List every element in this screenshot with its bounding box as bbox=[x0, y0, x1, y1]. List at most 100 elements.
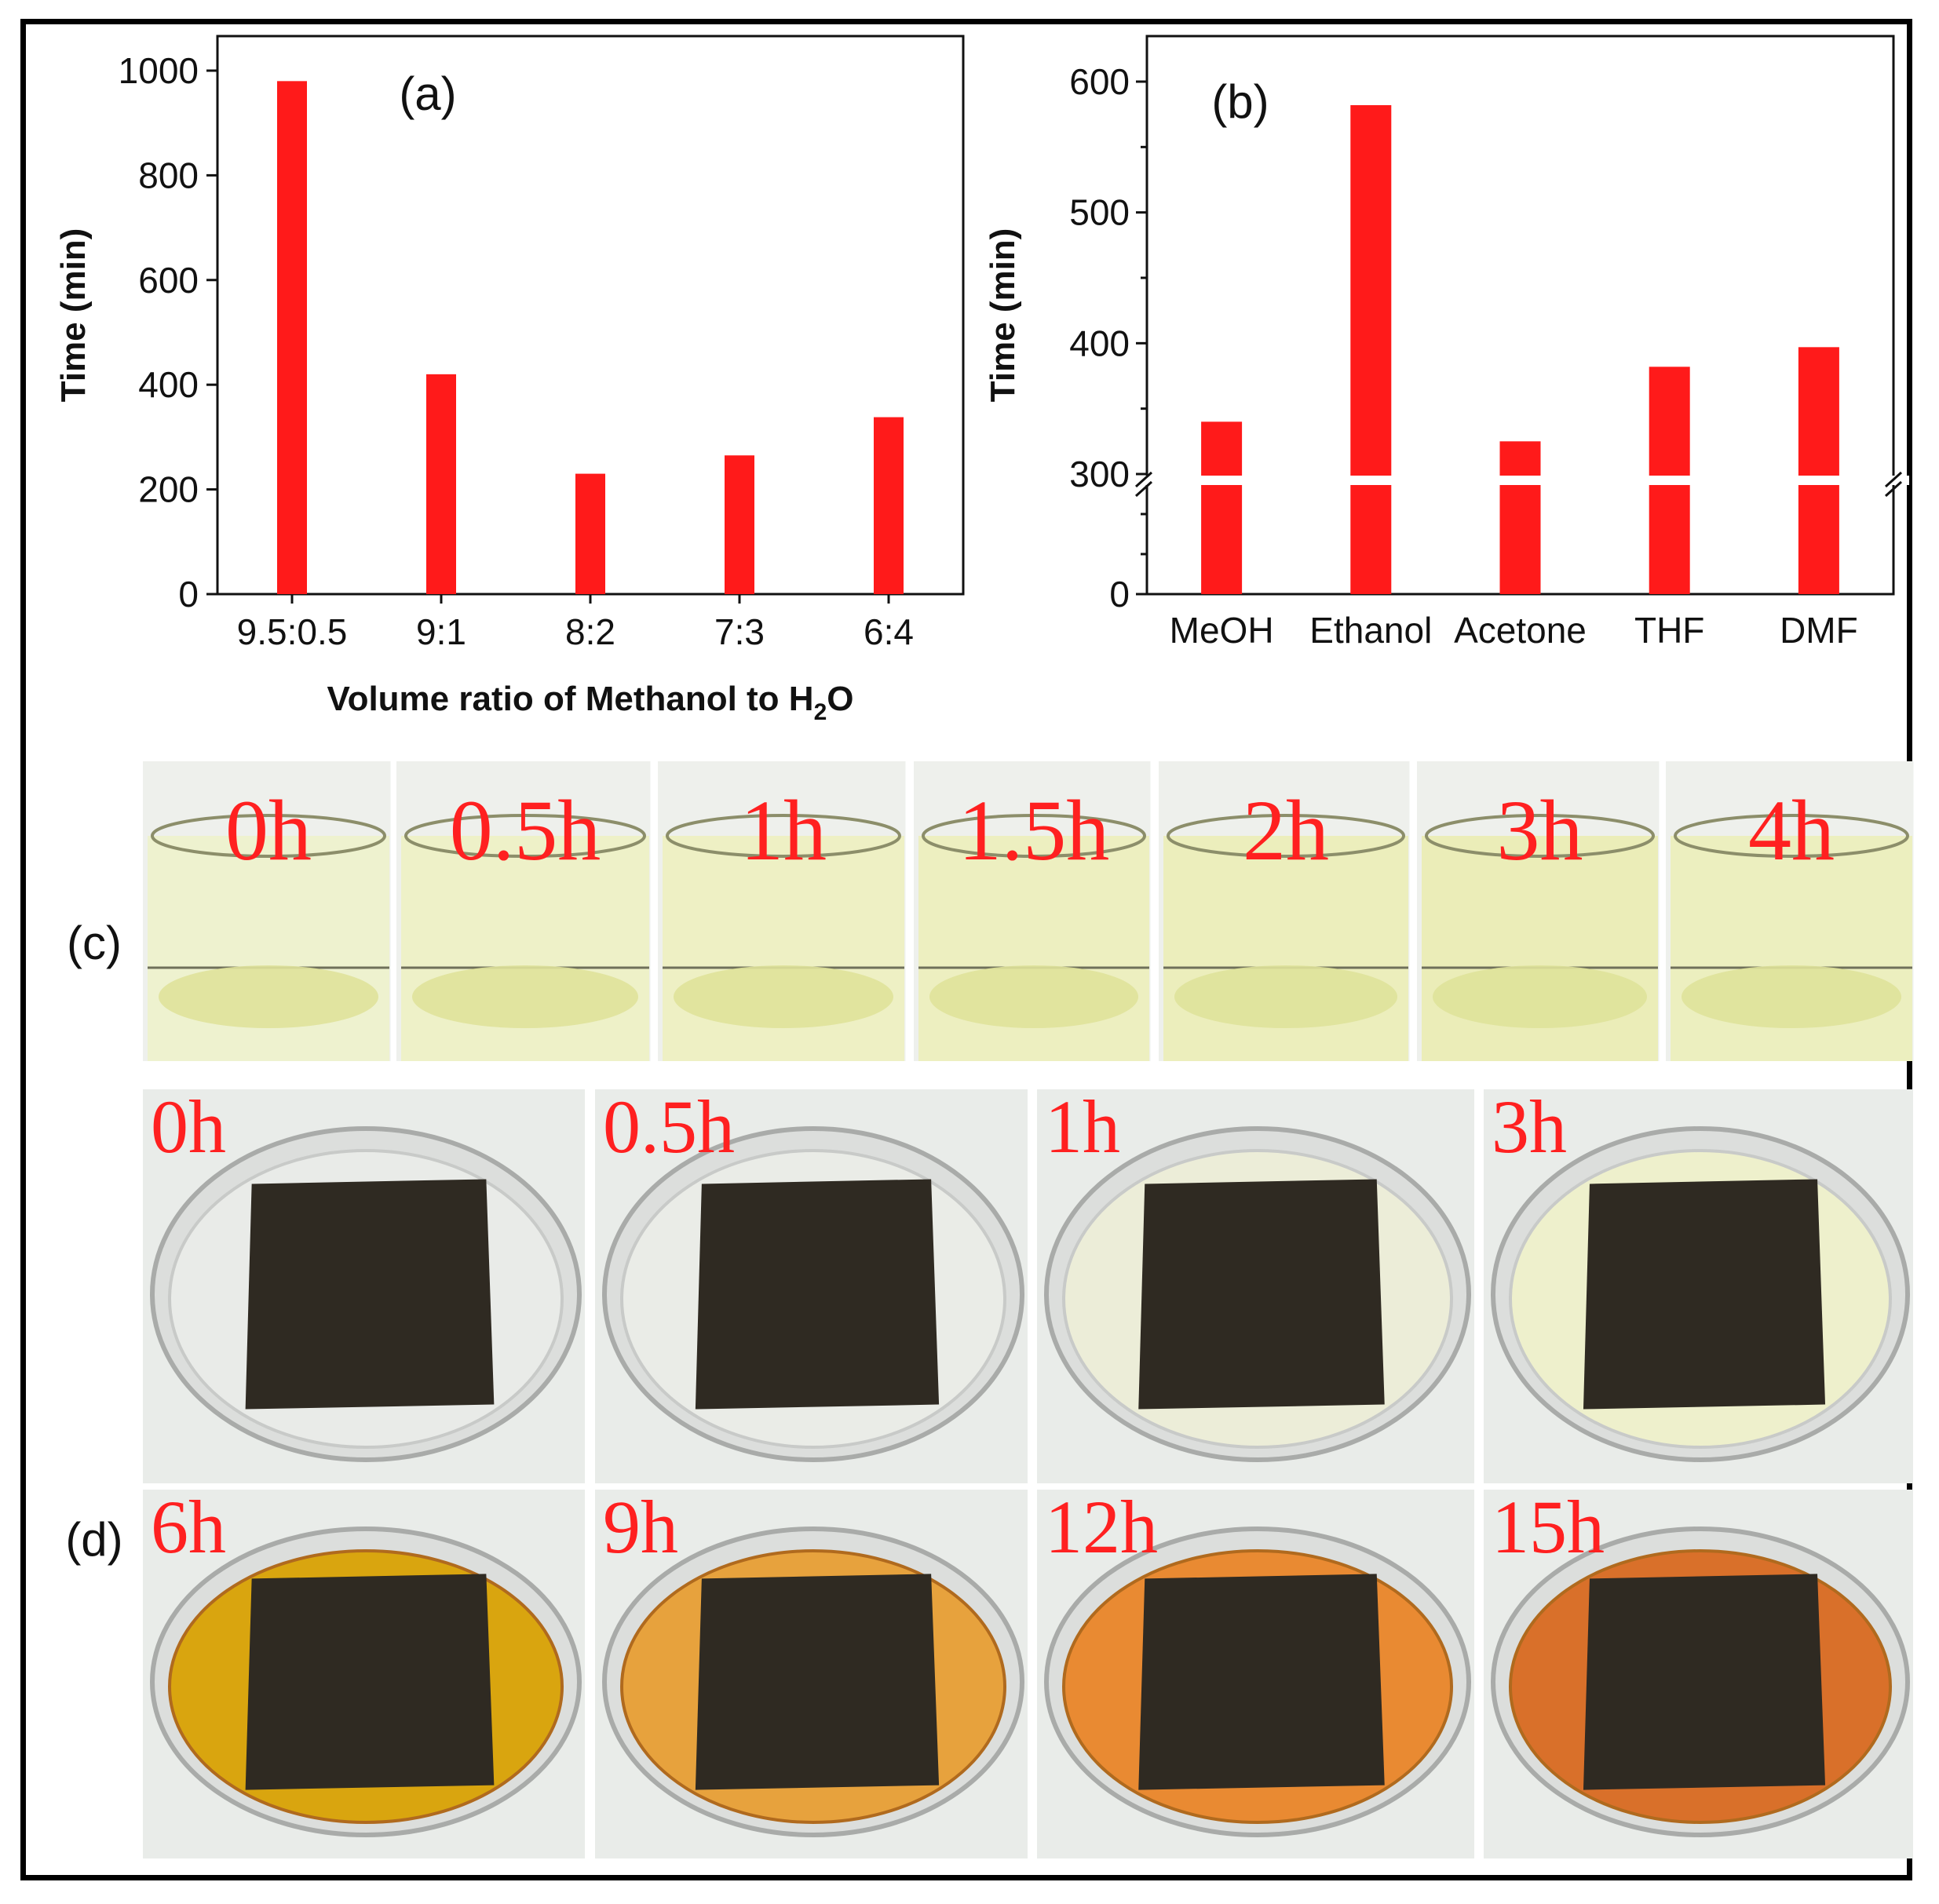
dish-frame: 12h bbox=[1037, 1485, 1479, 1858]
vial-sediment bbox=[1433, 965, 1647, 1028]
chart-a-ytick-label: 800 bbox=[138, 155, 199, 195]
chart-b-bar bbox=[1201, 421, 1243, 594]
chart-b-axis-break-gap bbox=[1131, 476, 1909, 485]
dish-frame: 1h bbox=[1037, 1085, 1479, 1483]
chart-b-ytick-label: 600 bbox=[1069, 61, 1130, 102]
vial-meniscus bbox=[1167, 814, 1405, 858]
vial-meniscus bbox=[151, 814, 386, 858]
vial-sediment bbox=[1682, 965, 1901, 1028]
chart-b-break-mark-left bbox=[1134, 480, 1153, 498]
dish-time-label: 15h bbox=[1492, 1485, 1605, 1569]
chart-b-ytick-label: 400 bbox=[1069, 323, 1130, 363]
carbon-fiber-sheet bbox=[1583, 1179, 1826, 1410]
chart-b-bar bbox=[1499, 441, 1541, 594]
chart-b-break-mark-right bbox=[1884, 480, 1903, 498]
vial-sediment bbox=[1174, 965, 1397, 1028]
vial-time-label: 4h bbox=[1748, 782, 1835, 878]
dish-time-label: 0h bbox=[151, 1085, 226, 1169]
chart-a-xtick-label: 9:1 bbox=[416, 611, 466, 652]
dish-time-label: 0.5h bbox=[603, 1085, 735, 1169]
chart-a-ytick-label: 200 bbox=[138, 469, 199, 510]
vial-frame: 2h bbox=[1159, 761, 1414, 1061]
chart-a: 0 200 400 600 800 1000 9.5:0.5 9:1 8:2 7:3 6:4Volu… bbox=[54, 35, 965, 725]
vial-time-label: 2h bbox=[1243, 782, 1329, 878]
chart-b-xtick-label: Ethanol bbox=[1309, 610, 1432, 651]
chart-b-bar bbox=[1350, 105, 1392, 594]
vial-time-label: 0h bbox=[225, 782, 312, 878]
photo-panel-c: (c) 0h 0.5h 1h 1.5h 2h 3h 4h bbox=[67, 761, 1918, 1061]
chart-a-ytick-label: 1000 bbox=[119, 50, 199, 91]
dish-frame: 0.5h bbox=[595, 1085, 1032, 1483]
chart-a-bar bbox=[426, 374, 456, 594]
chart-b-xtick-label: DMF bbox=[1780, 610, 1858, 651]
chart-b-break-mark-right bbox=[1884, 471, 1903, 488]
chart-a-xtick-label: 7:3 bbox=[714, 611, 765, 652]
chart-b: 300 400 500 600 0 MeOH Ethanol Acetone THF DMF Tim… bbox=[984, 35, 1909, 651]
chart-b-xtick-label: THF bbox=[1634, 610, 1704, 651]
vial-frame: 3h bbox=[1417, 761, 1663, 1061]
vial-sediment bbox=[929, 965, 1138, 1028]
carbon-fiber-sheet bbox=[1138, 1179, 1385, 1410]
carbon-fiber-sheet bbox=[245, 1179, 495, 1410]
chart-a-ytick-label: 0 bbox=[178, 574, 199, 615]
chart-a-bar bbox=[277, 81, 307, 595]
chart-b-xtick-label: Acetone bbox=[1454, 610, 1587, 651]
chart-b-panel-label: (b) bbox=[1211, 75, 1269, 128]
photo-c-panel-label: (c) bbox=[67, 917, 122, 969]
chart-a-ytick-label: 600 bbox=[138, 260, 199, 301]
vial-time-label: 0.5h bbox=[450, 782, 601, 878]
chart-a-xtick-label: 6:4 bbox=[864, 611, 914, 652]
chart-a-xtick-label: 8:2 bbox=[565, 611, 615, 652]
chart-b-xtick-label: MeOH bbox=[1170, 610, 1274, 651]
chart-a-bar bbox=[874, 417, 904, 594]
vial-time-label: 1.5h bbox=[959, 782, 1110, 878]
photo-d-panel-label: (d) bbox=[65, 1513, 122, 1566]
chart-a-bar bbox=[575, 473, 605, 594]
vial-meniscus bbox=[666, 814, 901, 858]
dish-time-label: 12h bbox=[1045, 1485, 1158, 1569]
chart-b-bar bbox=[1798, 347, 1839, 594]
chart-b-break-mark-left bbox=[1134, 471, 1153, 488]
chart-a-panel-label: (a) bbox=[399, 67, 456, 120]
dish-frame: 0h bbox=[143, 1085, 590, 1483]
vial-frame: 1h bbox=[658, 761, 910, 1061]
vial-frame: 0h bbox=[143, 761, 395, 1061]
chart-b-ytick-label: 300 bbox=[1069, 454, 1130, 494]
chart-a-xtick-label: 9.5:0.5 bbox=[237, 611, 348, 652]
chart-b-ylabel: Time (min) bbox=[984, 228, 1022, 403]
chart-a-bar bbox=[725, 455, 754, 594]
carbon-fiber-sheet bbox=[1583, 1574, 1826, 1790]
dish-frame: 15h bbox=[1484, 1485, 1918, 1858]
dish-frame: 3h bbox=[1484, 1085, 1918, 1483]
vial-sediment bbox=[412, 965, 638, 1028]
chart-b-ytick-label: 500 bbox=[1069, 192, 1130, 233]
vial-frame: 1.5h bbox=[914, 761, 1155, 1061]
vial-time-label: 1h bbox=[740, 782, 827, 878]
vial-sediment bbox=[159, 965, 378, 1028]
chart-b-ytick-label: 0 bbox=[1109, 574, 1130, 615]
carbon-fiber-sheet bbox=[1138, 1574, 1385, 1790]
dish-time-label: 3h bbox=[1492, 1085, 1567, 1169]
dish-time-label: 6h bbox=[151, 1485, 226, 1569]
dish-time-label: 9h bbox=[603, 1485, 678, 1569]
vial-sediment bbox=[674, 965, 893, 1028]
vial-meniscus bbox=[1425, 814, 1655, 858]
carbon-fiber-sheet bbox=[245, 1574, 495, 1790]
vial-time-label: 3h bbox=[1497, 782, 1583, 878]
carbon-fiber-sheet bbox=[695, 1574, 940, 1790]
chart-a-ylabel: Time (min) bbox=[54, 228, 93, 403]
chart-a-ytick-label: 400 bbox=[138, 364, 199, 405]
vial-meniscus bbox=[922, 814, 1146, 858]
dish-frame: 6h bbox=[143, 1485, 590, 1858]
carbon-fiber-sheet bbox=[695, 1179, 940, 1410]
photo-panel-d: (d) 0h 0.5h 1h 3h 6h 9h 12h 15h bbox=[65, 1085, 1918, 1858]
vial-meniscus bbox=[404, 814, 646, 858]
vial-frame: 0.5h bbox=[396, 761, 655, 1061]
dish-frame: 9h bbox=[595, 1485, 1032, 1858]
chart-a-xlabel: Volume ratio of Methanol to H2O bbox=[327, 680, 854, 725]
vial-meniscus bbox=[1674, 814, 1909, 858]
dish-time-label: 1h bbox=[1045, 1085, 1120, 1169]
vial-frame: 4h bbox=[1666, 761, 1918, 1061]
